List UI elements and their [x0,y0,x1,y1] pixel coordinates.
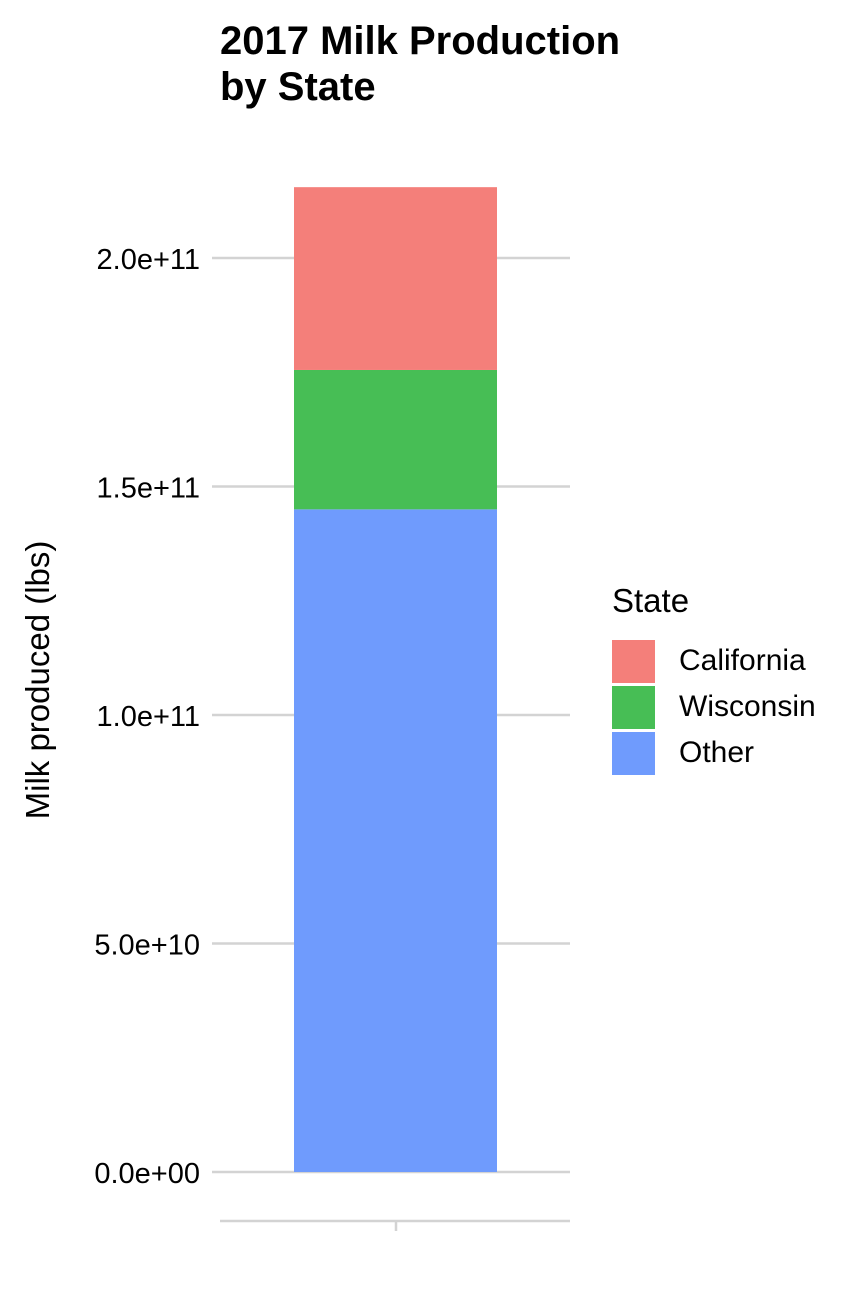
legend-item-other: Other [612,730,816,776]
y-tick-label: 2.0e+11 [97,244,200,276]
legend-title: State [612,582,690,619]
legend-swatch [612,731,655,775]
y-tick-label: 1.0e+11 [97,701,200,733]
bar-segment-other [294,509,497,1173]
chart-title: 2017 Milk Production by State [220,19,621,109]
bar-segment-wisconsin [294,369,497,510]
legend-label: Wisconsin [679,690,816,723]
legend-label: Other [679,736,755,769]
legend-item-wisconsin: Wisconsin [612,684,816,730]
y-tick-label: 5.0e+10 [94,930,200,962]
y-tick-label: 1.5e+11 [97,473,200,505]
y-tick-label: 0.0e+00 [94,1158,200,1190]
legend-items: California Wisconsin Other [612,638,816,776]
legend-swatch [612,639,655,683]
bar-segment-california [294,187,497,370]
legend-label: California [679,644,806,677]
legend: State California Wisconsin Other [612,582,816,776]
legend-item-california: California [612,638,816,684]
legend-swatch [612,685,655,729]
